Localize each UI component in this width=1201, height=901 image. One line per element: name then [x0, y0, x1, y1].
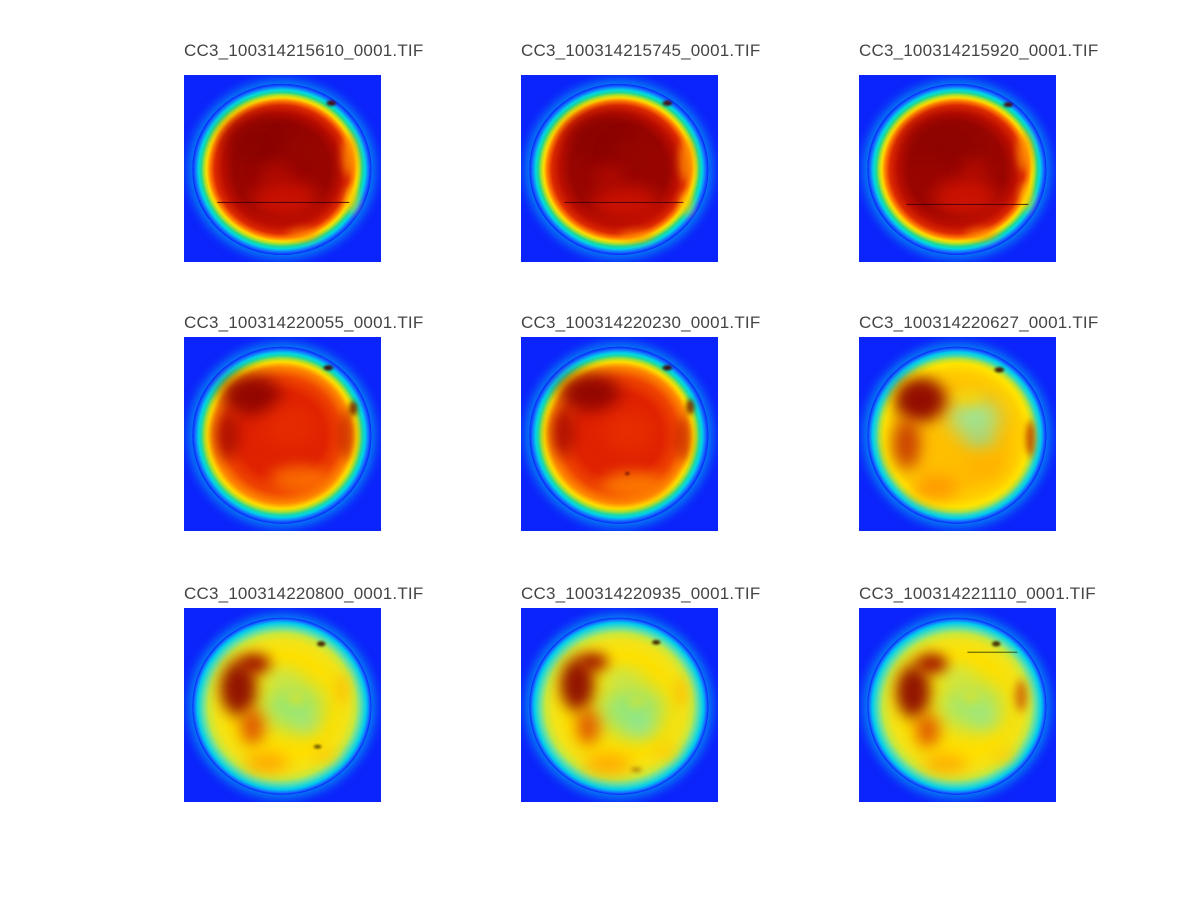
subplot-4: CC3_100314220055_0001.TIF: [184, 314, 423, 531]
thermal-blob: [568, 645, 619, 678]
thermal-blob: [1000, 100, 1017, 109]
thermal-blob: [623, 471, 632, 477]
thermal-blob: [570, 746, 646, 782]
thermal-blob: [285, 707, 329, 740]
thermal-blob: [231, 744, 303, 781]
thermal-image: [859, 608, 1056, 802]
thermal-blob: [340, 177, 363, 223]
thermal-blob: [904, 645, 959, 682]
thermal-blob: [981, 744, 1025, 766]
subplot-7: CC3_100314220800_0001.TIF: [184, 585, 423, 802]
thermal-blob: [1010, 668, 1032, 722]
thermal-blob: [320, 363, 337, 373]
subplot-title: CC3_100314220800_0001.TIF: [184, 584, 424, 603]
thermal-blob: [301, 743, 348, 768]
subplot-title: CC3_100314215610_0001.TIF: [184, 41, 424, 60]
thermal-disk: [528, 84, 709, 255]
thermal-blob: [623, 693, 649, 712]
thermal-disk: [191, 84, 372, 255]
thermal-blob: [207, 395, 248, 475]
thermal-blob: [643, 739, 687, 765]
thermal-blob: [586, 397, 673, 465]
thermal-image: [859, 75, 1056, 262]
subplot-8: CC3_100314220935_0001.TIF: [521, 585, 760, 802]
thermal-blob: [909, 748, 982, 781]
scan-line-artifact: [564, 201, 684, 203]
thermal-image: [184, 75, 381, 262]
thermal-blob: [580, 461, 685, 508]
thermal-blob: [668, 667, 694, 717]
thermal-blob: [658, 98, 675, 108]
thermal-image: [521, 337, 718, 531]
subplot-6: CC3_100314220627_0001.TIF: [859, 314, 1098, 531]
thermal-blob: [675, 183, 698, 224]
subplot-1: CC3_100314215610_0001.TIF: [184, 42, 423, 262]
subplot-title: CC3_100314221110_0001.TIF: [859, 584, 1096, 603]
thermal-image: [184, 337, 381, 531]
thermal-image: [521, 608, 718, 802]
thermal-disk: [528, 617, 709, 795]
thermal-blob: [658, 363, 675, 373]
scan-line-artifact: [216, 201, 350, 203]
thermal-image: [184, 608, 381, 802]
subplot-3: CC3_100314215920_0001.TIF: [859, 42, 1098, 262]
thermal-blob: [988, 639, 1004, 649]
thermal-image: [521, 75, 718, 262]
thermal-blob: [227, 645, 282, 682]
thermal-blob: [313, 639, 329, 649]
thermal-blob: [958, 688, 984, 706]
thermal-disk: [866, 346, 1047, 524]
thermal-blob: [648, 638, 664, 647]
thermal-blob: [627, 765, 646, 774]
subplot-title: CC3_100314215920_0001.TIF: [859, 41, 1099, 60]
thermal-disk: [191, 346, 372, 524]
subplot-2: CC3_100314215745_0001.TIF: [521, 42, 760, 262]
thermal-blob: [954, 223, 1009, 245]
thermal-disk: [866, 84, 1047, 255]
thermal-blob: [991, 365, 1008, 375]
subplot-title: CC3_100314220627_0001.TIF: [859, 313, 1099, 332]
thermal-blob: [250, 456, 349, 503]
subplot-title: CC3_100314220230_0001.TIF: [521, 313, 761, 332]
thermal-blob: [961, 704, 1009, 736]
thermal-blob: [683, 394, 698, 420]
thermal-blob: [949, 443, 1022, 490]
thermal-blob: [346, 396, 361, 421]
scan-line-artifact: [967, 651, 1018, 653]
thermal-blob: [311, 743, 324, 751]
thermal-blob: [614, 709, 666, 745]
thermal-image: [859, 337, 1056, 531]
thermal-blob: [584, 159, 635, 194]
subplot-title: CC3_100314215745_0001.TIF: [521, 41, 761, 60]
thermal-blob: [951, 152, 998, 187]
thermal-blob: [543, 390, 583, 473]
scan-line-artifact: [906, 203, 1029, 205]
subplot-title: CC3_100314220055_0001.TIF: [184, 313, 424, 332]
thermal-disk: [191, 617, 372, 795]
subplot-9: CC3_100314221110_0001.TIF: [859, 585, 1096, 802]
subplot-title: CC3_100314220935_0001.TIF: [521, 584, 761, 603]
thermal-blob: [245, 390, 336, 462]
thermal-blob: [283, 690, 309, 708]
subplot-5: CC3_100314220230_0001.TIF: [521, 314, 760, 531]
thermal-blob: [329, 661, 355, 715]
thermal-disk: [528, 346, 709, 524]
thermal-blob: [607, 226, 666, 246]
thermal-blob: [1021, 408, 1039, 469]
thermal-blob: [249, 154, 303, 192]
thermal-blob: [1015, 172, 1038, 221]
thermal-blob: [276, 223, 330, 245]
thermal-blob: [323, 98, 340, 108]
thermal-disk: [866, 617, 1047, 795]
